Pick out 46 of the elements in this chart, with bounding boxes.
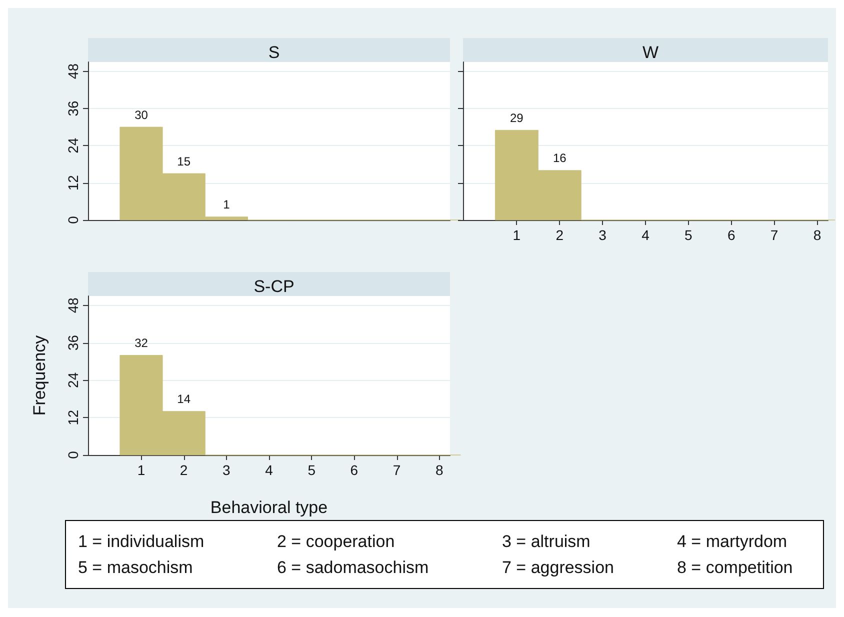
- y-tick-label: 12: [65, 410, 81, 426]
- y-tick-label: 12: [65, 174, 81, 191]
- text: 4 = martyrdom: [677, 532, 788, 552]
- y-tick-label: 36: [65, 100, 81, 116]
- y-axis-title: Frequency: [30, 334, 49, 416]
- data-label: 29: [510, 110, 524, 125]
- x-tick-label: 4: [642, 227, 650, 243]
- data-label: 32: [134, 336, 148, 350]
- text: 6 = sadomasochism: [277, 558, 430, 578]
- x-tick-label: 5: [308, 462, 316, 478]
- text: 3 = altruism: [502, 532, 592, 552]
- y-tick-label: 24: [65, 372, 81, 388]
- data-label: 30: [134, 108, 148, 122]
- y-tick-label: 0: [65, 216, 81, 224]
- x-tick-label: 7: [770, 227, 778, 243]
- y-tick-label: 0: [65, 450, 81, 459]
- text: 2 = cooperation: [277, 532, 396, 552]
- text: 8 = competition: [677, 558, 794, 578]
- y-tick-label: 36: [65, 334, 81, 351]
- text: 1 = individualism: [78, 532, 206, 552]
- y-tick-label: 48: [65, 297, 81, 314]
- data-label: 14: [177, 392, 191, 406]
- text: 7 = aggression: [502, 558, 615, 578]
- chart-title: W: [642, 43, 659, 62]
- x-tick-label: 6: [350, 462, 358, 478]
- x-tick-label: 7: [392, 462, 401, 478]
- x-tick-label: 5: [684, 227, 693, 243]
- data-label: 1: [223, 198, 230, 212]
- data-label: 16: [552, 151, 567, 166]
- x-tick-label: 1: [512, 227, 521, 243]
- chart-title: S: [268, 43, 280, 62]
- x-tick-label: 6: [727, 227, 736, 243]
- x-tick-label: 2: [556, 227, 564, 243]
- y-tick-label: 24: [65, 138, 81, 154]
- chart-title: S-CP: [254, 277, 294, 296]
- x-tick-label: 1: [137, 462, 146, 478]
- y-tick-label: 48: [65, 63, 81, 80]
- text: 5 = masochism: [78, 558, 194, 578]
- x-tick-label: 4: [265, 462, 274, 478]
- x-tick-label: 3: [222, 462, 231, 478]
- x-tick-label: 3: [598, 227, 607, 243]
- x-tick-label: 2: [180, 462, 188, 478]
- x-tick-label: 8: [813, 227, 822, 243]
- x-tick-label: 8: [435, 462, 444, 478]
- data-label: 15: [177, 154, 191, 168]
- x-axis-title: Behavioral type: [210, 498, 328, 517]
